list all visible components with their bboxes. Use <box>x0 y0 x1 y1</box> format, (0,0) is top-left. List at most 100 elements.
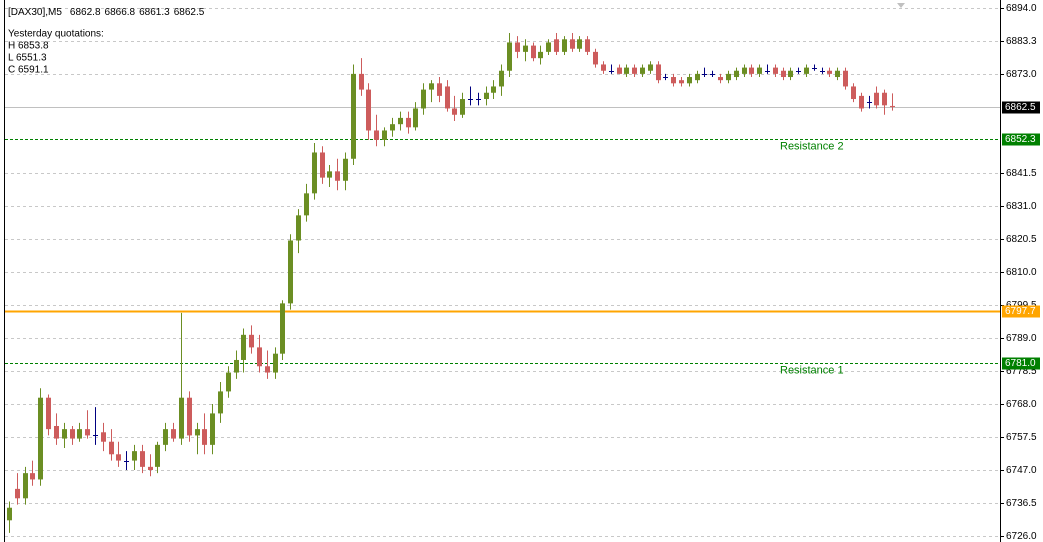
info: H 6853.8L 6551.3C 6591.1 <box>8 41 49 76</box>
candle-body <box>343 158 348 181</box>
level-price-box <box>1002 305 1040 318</box>
info-line: H 6853.8 <box>8 41 49 52</box>
candle-body <box>679 80 684 84</box>
y-tick-label: 6841.5 <box>1006 168 1037 179</box>
candle-body <box>70 429 75 439</box>
candle-body <box>687 77 692 84</box>
candle-body <box>140 451 145 467</box>
candle-body <box>726 73 731 81</box>
candle-body <box>406 117 411 128</box>
candle-body <box>249 334 254 348</box>
candle-body <box>773 67 778 74</box>
y-tick-label: 6820.5 <box>1006 234 1037 245</box>
y-tick-label: 6883.3 <box>1006 36 1037 47</box>
candle-body <box>7 507 12 521</box>
candles <box>7 33 895 533</box>
candle-body <box>398 117 403 125</box>
info-line: L 6551.3 <box>8 53 47 64</box>
last-close: 6862.5 <box>174 7 205 18</box>
candle-body <box>187 397 192 436</box>
candle-body <box>429 83 434 90</box>
candle-body <box>507 42 512 71</box>
y-tick-label: 6778.5 <box>1006 366 1037 377</box>
last-low: 6861.3 <box>139 7 170 18</box>
candle-body <box>640 67 645 74</box>
candle-body <box>195 429 200 436</box>
candle-body <box>382 130 387 140</box>
candle-body <box>499 70 504 87</box>
candle-body <box>320 152 325 178</box>
candle-body <box>210 413 215 445</box>
candle-body <box>179 397 184 439</box>
level-price-box <box>1002 133 1040 146</box>
candle-body <box>265 366 270 373</box>
candle-body <box>296 215 301 241</box>
candle-body <box>601 64 606 71</box>
candle-body <box>366 89 371 131</box>
y-tick-label: 6768.0 <box>1006 399 1037 410</box>
candle-body <box>351 73 356 159</box>
info-heading: Yesterday quotations: <box>8 29 104 40</box>
candle-body <box>234 359 239 373</box>
candle-body <box>171 429 176 439</box>
symbol: [DAX30],M5 <box>8 7 62 18</box>
candle-body <box>273 353 278 373</box>
candle-body <box>531 45 536 59</box>
price-labels: 6852.3 6797.7 6781.0 6862.5 <box>1002 101 1040 370</box>
levels: Resistance 2 Resistance 1 <box>5 107 1000 376</box>
candle-body <box>835 70 840 78</box>
candle-body <box>734 70 739 78</box>
chart-title: [DAX30],M5 6862.8 6866.8 6861.3 6862.5 <box>8 7 205 18</box>
candle-body <box>671 77 676 84</box>
candle-body <box>163 429 168 445</box>
candle-body <box>226 372 231 392</box>
level-name: Resistance 2 <box>780 140 844 152</box>
candle-body <box>718 77 723 81</box>
candle-body <box>218 391 223 414</box>
y-tick-label: 6789.0 <box>1006 333 1037 344</box>
candle-body <box>491 86 496 93</box>
candle-body <box>85 429 90 436</box>
candle-body <box>656 64 661 81</box>
candle-body <box>101 432 106 442</box>
candle-body <box>788 70 793 78</box>
y-tick-label: 6747.0 <box>1006 465 1037 476</box>
candle-body <box>241 334 246 360</box>
candle-body <box>132 451 137 461</box>
candle-body <box>484 92 489 100</box>
candle-body <box>757 67 762 74</box>
candle-body <box>202 429 207 445</box>
candle-body <box>695 73 700 81</box>
candle-body <box>585 39 590 52</box>
candle-body <box>46 397 51 430</box>
candle-body <box>445 86 450 109</box>
candle-body <box>359 73 364 90</box>
candle-body <box>413 108 418 128</box>
candle-body <box>648 64 653 71</box>
candle-body <box>577 39 582 49</box>
candle-body <box>827 70 832 74</box>
candle-body <box>335 171 340 181</box>
candle-body <box>859 95 864 109</box>
candle-body <box>148 466 153 471</box>
candle-body <box>890 105 895 107</box>
candle-body <box>749 67 754 74</box>
candle-body <box>452 108 457 115</box>
last-price-box <box>1002 101 1040 114</box>
y-tick-label: 6810.0 <box>1006 267 1037 278</box>
level-name: Resistance 1 <box>780 364 844 376</box>
candle-body <box>62 429 67 439</box>
chart-shift-marker <box>897 3 905 8</box>
candle-body <box>804 67 809 74</box>
candle-body <box>843 70 848 87</box>
candle-body <box>742 67 747 74</box>
y-tick-label: 6726.0 <box>1006 531 1037 542</box>
candle-body <box>312 152 317 194</box>
candle-body <box>570 39 575 49</box>
price-axis: 6894.0 6883.3 6873.0 6841.5 6831.0 6820.5 6810… <box>1000 3 1037 542</box>
candle-body <box>155 444 160 467</box>
last-high: 6866.8 <box>105 7 136 18</box>
candle-body <box>109 441 114 455</box>
